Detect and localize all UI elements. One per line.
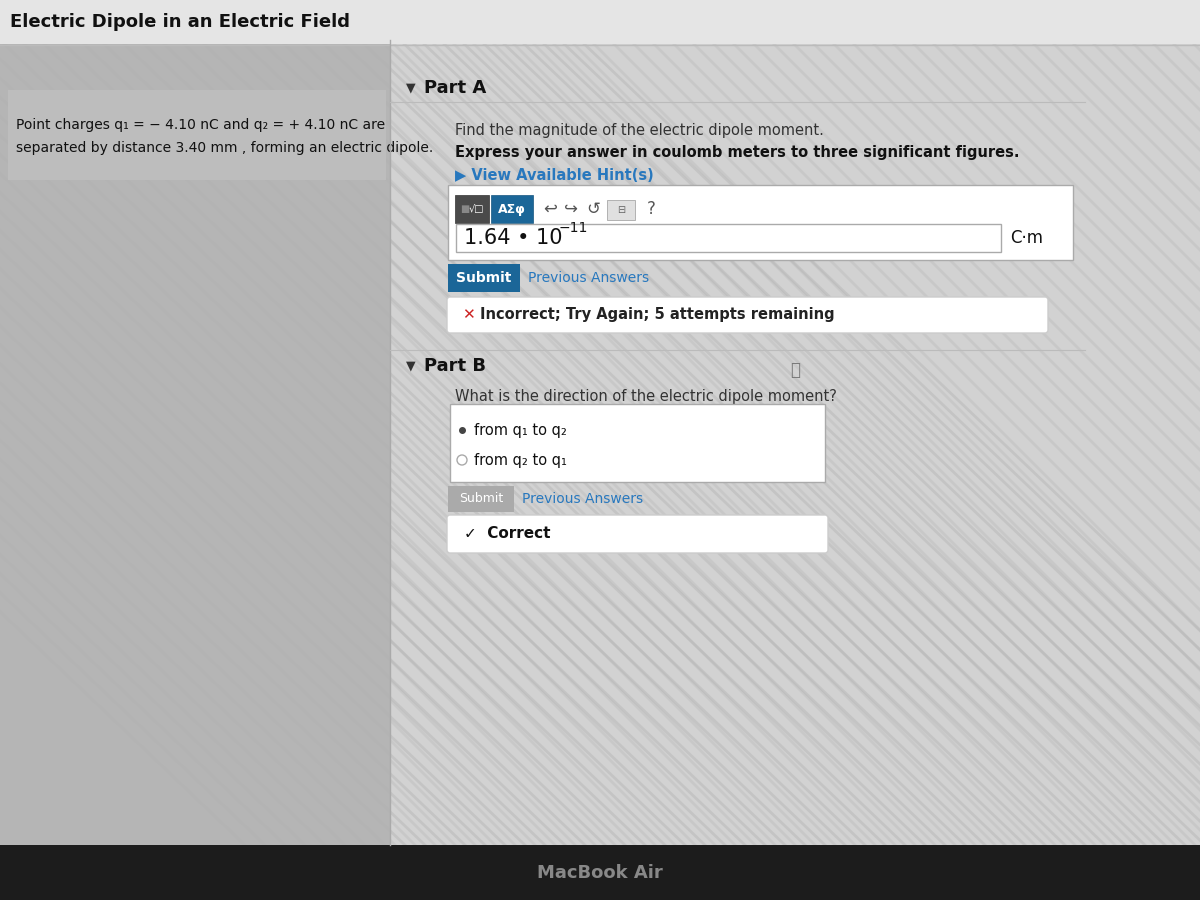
Text: √□: √□	[469, 204, 485, 214]
Text: ?: ?	[647, 200, 656, 218]
FancyBboxPatch shape	[448, 486, 514, 512]
Text: separated by distance 3.40 mm , forming an electric dipole.: separated by distance 3.40 mm , forming …	[16, 141, 433, 155]
Text: AΣφ: AΣφ	[498, 202, 526, 215]
FancyBboxPatch shape	[607, 200, 635, 220]
Text: Previous Answers: Previous Answers	[522, 492, 643, 506]
Text: What is the direction of the electric dipole moment?: What is the direction of the electric di…	[455, 390, 836, 404]
Text: ■: ■	[460, 204, 469, 214]
FancyBboxPatch shape	[456, 224, 1001, 252]
Text: ⊟: ⊟	[617, 205, 625, 215]
Text: 👋: 👋	[790, 361, 800, 379]
Text: Electric Dipole in an Electric Field: Electric Dipole in an Electric Field	[10, 13, 350, 31]
Text: ▼: ▼	[406, 359, 415, 373]
Text: Previous Answers: Previous Answers	[528, 271, 649, 285]
FancyBboxPatch shape	[491, 195, 533, 223]
Text: ↩: ↩	[542, 200, 557, 218]
Text: ✕: ✕	[462, 308, 475, 322]
Text: from q₂ to q₁: from q₂ to q₁	[474, 453, 566, 467]
Text: Incorrect; Try Again; 5 attempts remaining: Incorrect; Try Again; 5 attempts remaini…	[480, 308, 835, 322]
Text: MacBook Air: MacBook Air	[538, 864, 662, 882]
Text: Part B: Part B	[424, 357, 486, 375]
Text: Part A: Part A	[424, 79, 486, 97]
FancyBboxPatch shape	[390, 40, 1200, 845]
Text: −11: −11	[559, 221, 588, 235]
Text: C·m: C·m	[1010, 229, 1043, 247]
Text: ↪: ↪	[564, 200, 578, 218]
FancyBboxPatch shape	[446, 297, 1048, 333]
Text: Find the magnitude of the electric dipole moment.: Find the magnitude of the electric dipol…	[455, 122, 824, 138]
Text: ✓  Correct: ✓ Correct	[464, 526, 551, 542]
FancyBboxPatch shape	[450, 404, 826, 482]
Text: ▼: ▼	[406, 82, 415, 94]
Text: from q₁ to q₂: from q₁ to q₂	[474, 422, 566, 437]
FancyBboxPatch shape	[448, 185, 1073, 260]
FancyBboxPatch shape	[0, 40, 390, 845]
Text: Submit: Submit	[456, 271, 511, 285]
Text: 1.64 • 10: 1.64 • 10	[464, 228, 563, 248]
Text: Submit: Submit	[458, 492, 503, 506]
Text: Express your answer in coulomb meters to three significant figures.: Express your answer in coulomb meters to…	[455, 145, 1020, 159]
FancyBboxPatch shape	[448, 264, 520, 292]
Text: Point charges q₁ = − 4.10 nC and q₂ = + 4.10 nC are: Point charges q₁ = − 4.10 nC and q₂ = + …	[16, 118, 385, 132]
FancyBboxPatch shape	[0, 0, 1200, 44]
FancyBboxPatch shape	[446, 515, 828, 553]
FancyBboxPatch shape	[0, 845, 1200, 900]
Text: ↺: ↺	[586, 200, 600, 218]
FancyBboxPatch shape	[455, 195, 490, 223]
Text: ▶ View Available Hint(s): ▶ View Available Hint(s)	[455, 168, 654, 184]
FancyBboxPatch shape	[8, 90, 386, 180]
